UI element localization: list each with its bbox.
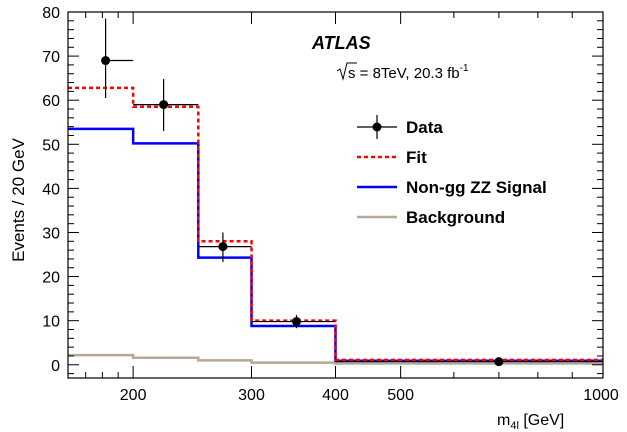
- y-tick-label: 10: [42, 314, 60, 331]
- x-tick-label: 300: [238, 387, 265, 404]
- legend-item-data: Data: [357, 115, 443, 139]
- y-tick-label: 70: [42, 49, 60, 66]
- legend-label: Background: [406, 208, 505, 227]
- legend-label: Fit: [406, 148, 427, 167]
- series-layer: [68, 18, 603, 367]
- data-marker: [159, 100, 169, 110]
- legend-item-background: Background: [357, 208, 505, 227]
- data-point: [335, 357, 603, 367]
- x-label-subscript: 4l: [510, 420, 519, 432]
- legend-item-fit: Fit: [357, 148, 427, 167]
- x-axis: 200 300 400 500 1000: [85, 12, 619, 404]
- experiment-label: ATLAS: [311, 33, 371, 53]
- data-point: [251, 314, 336, 329]
- x-tick-label: 1000: [583, 387, 619, 404]
- x-tick-label: 500: [387, 387, 414, 404]
- legend-swatch-marker: [372, 122, 382, 132]
- data-marker: [101, 56, 111, 66]
- y-tick-label: 30: [42, 225, 60, 242]
- x-tick-label: 400: [322, 387, 349, 404]
- legend: Data Fit Non-gg ZZ Signal Background: [357, 115, 547, 227]
- data-marker: [218, 242, 228, 252]
- y-axis-label: Events / 20 GeV: [9, 137, 28, 261]
- legend-item-non-gg-zz-signal: Non-gg ZZ Signal: [357, 178, 547, 197]
- energy-label: s = 8TeV, 20.3 fb-1: [336, 62, 469, 82]
- series-background-line: [68, 353, 603, 365]
- energy-text: = 8TeV, 20.3 fb: [356, 65, 460, 82]
- data-marker: [292, 317, 302, 327]
- series-fit-line: [68, 86, 603, 362]
- x-label-symbol: m: [497, 412, 510, 429]
- data-point: [101, 18, 134, 98]
- y-tick-label: 50: [42, 137, 60, 154]
- y-tick-label: 60: [42, 93, 60, 110]
- energy-superscript: -1: [460, 63, 469, 74]
- x-tick-label: 200: [120, 387, 147, 404]
- y-tick-label: 20: [42, 270, 60, 287]
- legend-label: Data: [406, 118, 443, 137]
- sqrt-symbol: [336, 62, 357, 81]
- y-tick-label: 40: [42, 181, 60, 198]
- svg-text:s = 8TeV, 20.3 fb-1: s = 8TeV, 20.3 fb-1: [348, 63, 469, 82]
- data-marker: [494, 357, 504, 367]
- y-axis: 0 10 20 30 40 50 60 70 80: [42, 5, 603, 375]
- data-point: [133, 79, 199, 132]
- x-label-unit: [GeV]: [519, 412, 564, 429]
- data-point: [198, 232, 252, 263]
- y-tick-label: 0: [51, 358, 60, 375]
- y-tick-label: 80: [42, 5, 60, 22]
- x-axis-label-full: m4l [GeV]: [497, 412, 564, 432]
- series-non-gg-zz-signal-line: [68, 127, 603, 363]
- energy-prefix: s: [348, 65, 356, 82]
- legend-label: Non-gg ZZ Signal: [406, 178, 547, 197]
